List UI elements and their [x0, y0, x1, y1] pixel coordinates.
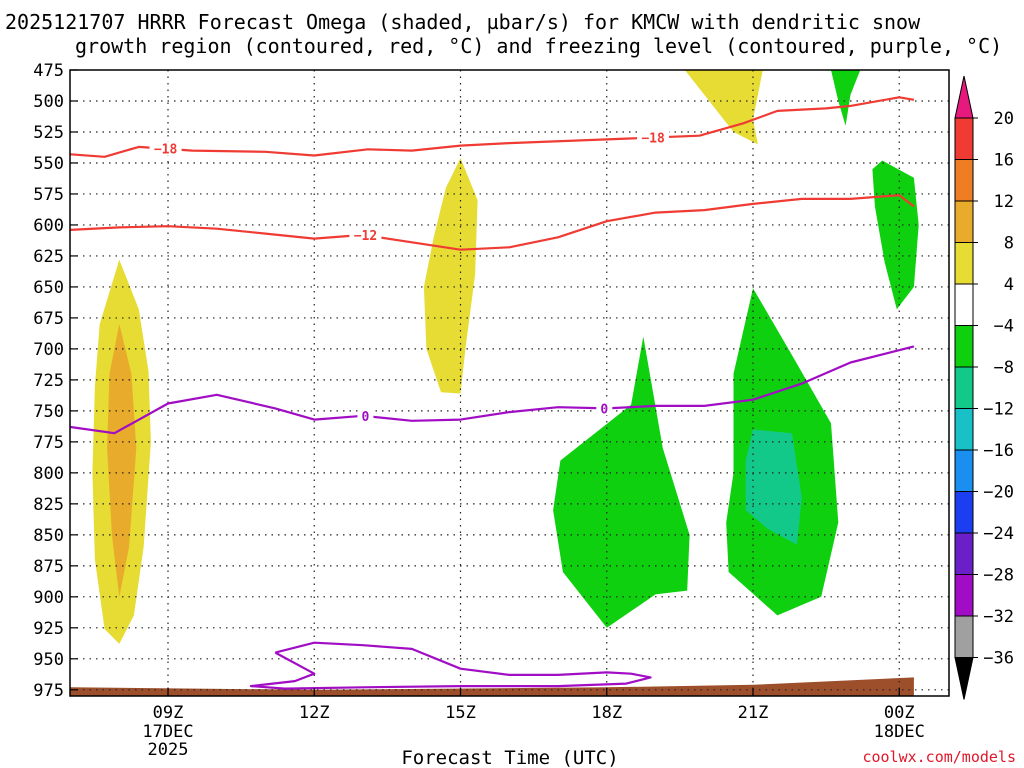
- y-tick-label-700: 700: [33, 340, 64, 360]
- colorbar-label: 12: [994, 192, 1014, 212]
- colorbar-label: −32: [983, 607, 1014, 627]
- colorbar-bin: [954, 449, 974, 492]
- colorbar-label: −8: [994, 358, 1014, 378]
- x-tick-label-12Z: 12Z: [299, 703, 330, 723]
- colorbar-bin: [954, 200, 974, 243]
- y-tick-label-625: 625: [33, 247, 64, 267]
- colorbar-label: 20: [994, 109, 1014, 129]
- colorbar-label: −16: [983, 441, 1014, 461]
- colorbar-bin: [954, 325, 974, 368]
- colorbar-label: −36: [983, 649, 1014, 669]
- omega-region-ascent-0908Z-core: [107, 324, 137, 597]
- grid-layer: [70, 70, 949, 696]
- chart-title-line-2: growth region (contoured, red, °C) and f…: [75, 34, 1002, 58]
- colorbar-label: −12: [983, 400, 1014, 420]
- contour-minus-18-isotherm: [70, 96, 915, 158]
- omega-region-ascent-2015Z-top: [684, 70, 763, 145]
- plot-background: [70, 70, 949, 696]
- y-tick-label-675: 675: [33, 309, 64, 329]
- y-tick-label-925: 925: [33, 619, 64, 639]
- colorbar-bin: [954, 532, 974, 575]
- y-tick-label-775: 775: [33, 433, 64, 453]
- contour-label-bg: [349, 228, 382, 243]
- y-tick-label-900: 900: [33, 588, 64, 608]
- contour-label-layer: −18 −18 −12 0 0: [149, 130, 670, 425]
- x-tick-label-00Z: 00Z: [884, 703, 915, 723]
- colorbar-label: −28: [983, 566, 1014, 586]
- y-tick-label-525: 525: [33, 123, 64, 143]
- y-tick-label-550: 550: [33, 154, 64, 174]
- contour-label-zero-isotherm-freezing-level: 0: [600, 402, 608, 417]
- x-tick-label-21Z: 21Z: [738, 703, 769, 723]
- y-tick-label-575: 575: [33, 185, 64, 205]
- omega-region-ascent-1450Z: [423, 158, 478, 394]
- y-tick-label-875: 875: [33, 557, 64, 577]
- contour-zero-isotherm-near-surface: [249, 641, 652, 690]
- x-tick-label-09Z: 09Z: [153, 703, 184, 723]
- colorbar-bin: [954, 574, 974, 617]
- y-tick-label-600: 600: [33, 216, 64, 236]
- y-tick-label-825: 825: [33, 495, 64, 515]
- y-tick-label-650: 650: [33, 278, 64, 298]
- colorbar-bin: [954, 159, 974, 202]
- contour-label-zero-isotherm-freezing-level: 0: [362, 410, 370, 425]
- y-tick-label-950: 950: [33, 650, 64, 670]
- credit-text: coolwx.com/models: [862, 748, 1016, 766]
- contour-label-minus-18-isotherm: −18: [154, 143, 178, 158]
- y-tick-label-850: 850: [33, 526, 64, 546]
- omega-shading-layer: [92, 70, 919, 644]
- y-tick-label-500: 500: [33, 92, 64, 112]
- x-tick-sublabel: 17DEC: [142, 722, 193, 742]
- plot-frame: [69, 69, 950, 697]
- colorbar-label: −20: [983, 483, 1014, 503]
- contour-minus-12-isotherm: [70, 194, 915, 251]
- x-tick-label-15Z: 15Z: [445, 703, 476, 723]
- contour-zero-isotherm-freezing-level: [70, 345, 915, 435]
- x-tick-label-18Z: 18Z: [591, 703, 622, 723]
- x-axis-title: Forecast Time (UTC): [401, 747, 618, 768]
- chart-title-line-1: 2025121707 HRRR Forecast Omega (shaded, …: [5, 10, 921, 34]
- y-axis: 475 500 525 550 575 600 625 650 675 700 725 750 775 8…: [33, 61, 78, 701]
- contour-label-bg: [637, 130, 670, 145]
- terrain-surface: [70, 677, 914, 696]
- colorbar-bin: [954, 242, 974, 285]
- y-tick-label-725: 725: [33, 371, 64, 391]
- contour-label-bg: [357, 409, 374, 424]
- colorbar-bottom-arrow: [954, 657, 974, 700]
- colorbar-label: 16: [994, 151, 1014, 171]
- colorbar-top-arrow: [954, 75, 974, 119]
- contour-label-minus-12-isotherm: −12: [354, 229, 377, 244]
- x-tick-sublabel: 18DEC: [874, 722, 925, 742]
- x-tick-sublabel: 2025: [148, 740, 189, 760]
- y-tick-label-800: 800: [33, 464, 64, 484]
- omega-region-descent-2215Z-core: [745, 429, 802, 545]
- isotherm-contour-layer: [70, 96, 915, 690]
- omega-region-descent-2300Z-top: [831, 70, 861, 126]
- omega-region-descent-1830Z: [553, 336, 690, 628]
- y-tick-label-750: 750: [33, 402, 64, 422]
- colorbar: 20 16 12 8 4 −4 −8 −12 −16 −20 −24 −28 −32 −36: [954, 75, 1014, 700]
- colorbar-label: −4: [994, 317, 1014, 337]
- terrain-layer: [70, 677, 914, 696]
- omega-region-descent-2345Z: [872, 160, 919, 310]
- colorbar-bin: [954, 283, 974, 326]
- y-tick-label-975: 975: [33, 681, 64, 701]
- contour-label-minus-18-isotherm: −18: [641, 132, 665, 147]
- colorbar-label: 4: [1004, 275, 1014, 295]
- contour-label-bg: [596, 401, 613, 416]
- colorbar-bin: [954, 408, 974, 451]
- colorbar-bin: [954, 491, 974, 534]
- colorbar-label: −24: [983, 524, 1014, 544]
- colorbar-label: 8: [1004, 234, 1014, 254]
- colorbar-bin: [954, 615, 974, 658]
- y-tick-label-475: 475: [33, 61, 64, 81]
- colorbar-bin: [954, 117, 974, 160]
- contour-label-bg: [149, 141, 182, 156]
- colorbar-bin: [954, 366, 974, 409]
